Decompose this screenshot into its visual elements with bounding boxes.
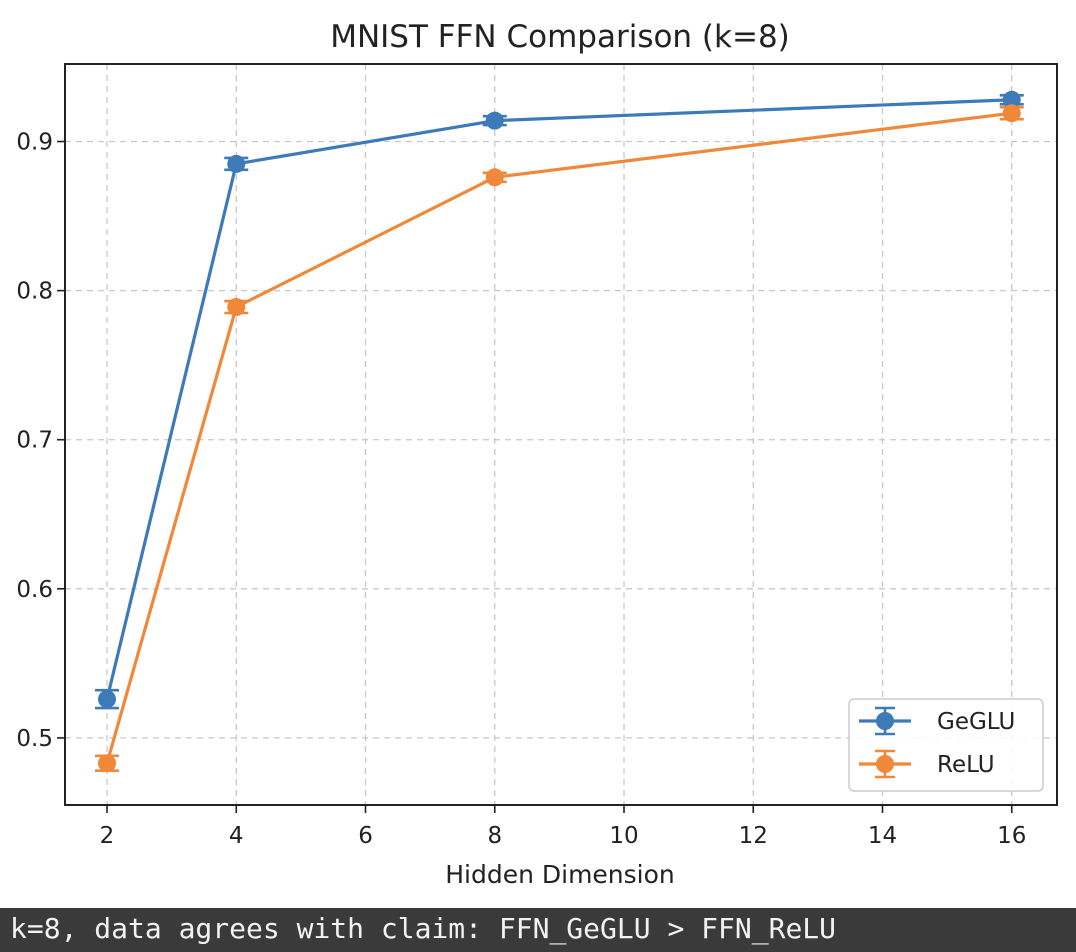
y-tick-label: 0.7 bbox=[16, 428, 53, 454]
series-geglu bbox=[95, 90, 1024, 710]
y-tick-label: 0.5 bbox=[16, 726, 53, 752]
x-axis-label: Hidden Dimension bbox=[445, 860, 675, 889]
data-point bbox=[227, 154, 246, 173]
data-point bbox=[98, 690, 117, 709]
legend-swatch-marker bbox=[876, 755, 894, 773]
x-tick-label: 4 bbox=[229, 823, 244, 849]
data-point bbox=[98, 754, 117, 773]
data-point bbox=[1002, 90, 1021, 109]
chart-area: MNIST FFN Comparison (k=8) 2 4 6 8 10 12 14 16 0… bbox=[16, 19, 1058, 889]
x-tick-label: 12 bbox=[739, 823, 768, 849]
x-tick-label: 10 bbox=[609, 823, 638, 849]
x-tick-label: 16 bbox=[997, 823, 1026, 849]
y-tick-label: 0.6 bbox=[16, 577, 53, 603]
x-tick-label: 6 bbox=[358, 823, 373, 849]
chart-svg: MNIST FFN Comparison (k=8) 2 4 6 8 10 12 14 16 0… bbox=[16, 19, 1058, 889]
series-line bbox=[105, 98, 1012, 700]
data-point bbox=[227, 298, 246, 317]
legend: GeGLU ReLU bbox=[848, 698, 1044, 792]
data-point bbox=[485, 168, 504, 187]
x-tick-label: 2 bbox=[100, 823, 115, 849]
data-point bbox=[485, 111, 504, 130]
chart-title: MNIST FFN Comparison (k=8) bbox=[330, 19, 790, 55]
y-tick-label: 0.8 bbox=[16, 279, 53, 305]
x-tick-label: 14 bbox=[868, 823, 897, 849]
legend-item-relu: ReLU bbox=[859, 749, 995, 779]
legend-swatch-marker bbox=[876, 712, 894, 730]
legend-item-geglu: GeGLU bbox=[859, 706, 1015, 736]
series-line bbox=[105, 111, 1012, 764]
plot-frame bbox=[64, 63, 1058, 806]
x-tick-label: 8 bbox=[487, 823, 502, 849]
legend-label: GeGLU bbox=[937, 709, 1015, 735]
caption-bar: k=8, data agrees with claim: FFN_GeGLU >… bbox=[0, 908, 1076, 952]
y-tick-label: 0.9 bbox=[16, 130, 53, 156]
series-relu bbox=[95, 104, 1024, 773]
data-point bbox=[1002, 104, 1021, 123]
caption-text: k=8, data agrees with claim: FFN_GeGLU >… bbox=[10, 912, 837, 945]
plot-layer: 2 4 6 8 10 12 14 16 0.5 0.6 0.7 0.8 0.9 GeGLU ReLU bbox=[16, 63, 1058, 849]
legend-label: ReLU bbox=[937, 752, 995, 778]
